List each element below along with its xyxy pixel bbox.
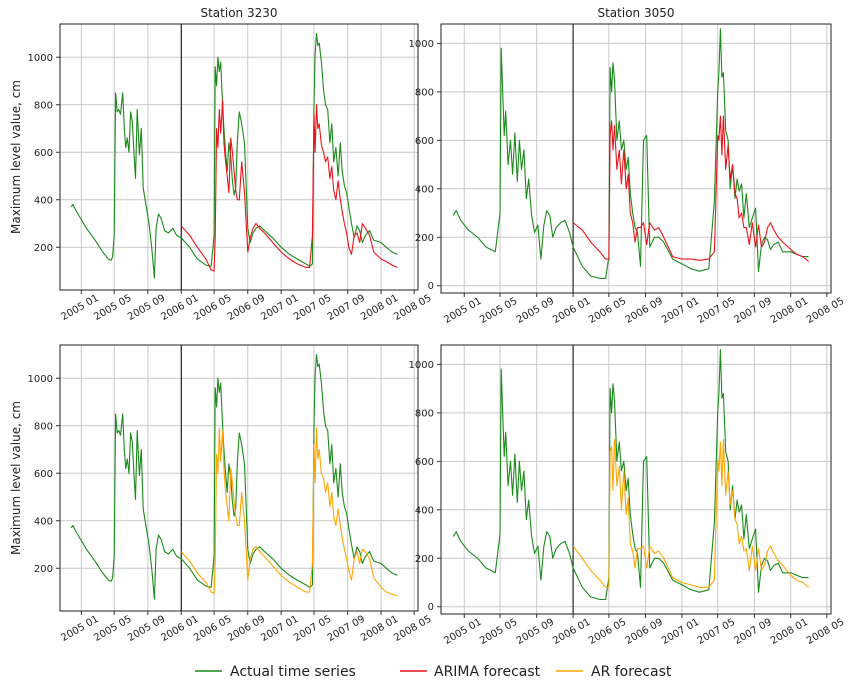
- y-tick-label: 400: [34, 195, 53, 206]
- y-tick-label: 800: [34, 100, 53, 111]
- y-tick-label: 400: [34, 516, 53, 527]
- y-tick-label: 200: [415, 233, 434, 244]
- series-line-arima-forecast: [572, 115, 809, 262]
- y-axis-label: Maximum level value, cm: [9, 401, 23, 555]
- y-tick-label: 1000: [409, 39, 434, 50]
- plot-frame: [59, 344, 419, 612]
- y-tick-label: 800: [415, 408, 434, 419]
- legend-label-arima: ARIMA forecast: [434, 664, 541, 680]
- y-tick-label: 800: [415, 87, 434, 98]
- y-tick-label: 600: [34, 148, 53, 159]
- y-tick-label: 0: [428, 281, 434, 292]
- y-tick-label: 400: [415, 505, 434, 516]
- y-tick-label: 0: [428, 602, 434, 613]
- chart-title: Station 3230: [200, 6, 277, 20]
- legend: Actual time series ARIMA forecast AR for…: [195, 664, 672, 680]
- y-tick-label: 600: [34, 469, 53, 480]
- plot-frame: [440, 344, 832, 615]
- series-line-actual-time-series: [70, 353, 398, 600]
- series-line-ar-forecast: [572, 438, 809, 588]
- chart-title: Station 3050: [597, 6, 674, 20]
- y-tick-label: 200: [415, 554, 434, 565]
- legend-label-actual: Actual time series: [230, 664, 356, 680]
- y-tick-label: 1000: [409, 360, 434, 371]
- plot-frame: [440, 23, 832, 294]
- y-tick-label: 200: [34, 243, 53, 254]
- y-axis-label: Maximum level value, cm: [9, 80, 23, 234]
- y-tick-label: 200: [34, 564, 53, 575]
- series-line-actual-time-series: [452, 28, 809, 280]
- y-tick-label: 600: [415, 136, 434, 147]
- legend-label-ar: AR forecast: [591, 664, 672, 680]
- y-tick-label: 600: [415, 457, 434, 468]
- y-tick-label: 1000: [28, 53, 53, 64]
- series-line-ar-forecast: [180, 427, 398, 597]
- y-tick-label: 800: [34, 421, 53, 432]
- plot-frame: [59, 23, 419, 291]
- y-tick-label: 400: [415, 184, 434, 195]
- series-line-actual-time-series: [452, 349, 809, 601]
- y-tick-label: 1000: [28, 374, 53, 385]
- series-line-arima-forecast: [180, 99, 398, 272]
